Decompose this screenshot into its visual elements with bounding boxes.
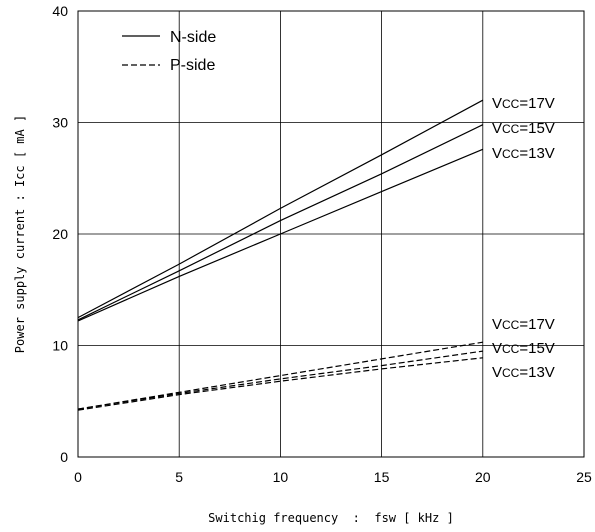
y-tick-label-2: 20 <box>52 226 68 242</box>
x-axis-title: Switchig frequency : fsw [ kHz ] <box>208 511 454 525</box>
grid-lines <box>77 10 585 458</box>
x-tick-label-2: 10 <box>273 469 289 485</box>
legend: N-side P-side <box>122 29 216 74</box>
y-tick-label-1: 10 <box>52 338 68 354</box>
end-label-p-side-0: VCC=17V <box>492 316 555 333</box>
series-line-p-side-vcc-17v <box>77 341 483 410</box>
plot-frame <box>77 10 585 458</box>
legend-label-p-side: P-side <box>170 57 215 74</box>
end-label-p-side-1: VCC=15V <box>492 340 555 357</box>
y-tick-label-0: 0 <box>60 449 68 465</box>
series-line-n-side-vcc-15v <box>77 124 484 321</box>
end-label-n-side-1: VCC=15V <box>492 120 555 137</box>
tick-labels: 0 5 10 15 20 25 0 10 20 30 40 <box>52 3 592 485</box>
x-tick-label-1: 5 <box>175 469 183 485</box>
end-label-n-side-2: VCC=13V <box>492 145 555 162</box>
y-axis-title: Power supply current : Icc [ mA ] <box>13 115 27 353</box>
legend-label-n-side: N-side <box>170 29 216 46</box>
y-tick-label-3: 30 <box>52 115 68 131</box>
series-line-n-side-vcc-13v <box>77 148 484 322</box>
x-tick-label-3: 15 <box>374 469 390 485</box>
end-label-n-side-0: VCC=17V <box>492 95 555 112</box>
end-label-p-side-2: VCC=13V <box>492 364 555 381</box>
y-tick-label-4: 40 <box>52 3 68 19</box>
end-labels: VCC=17V VCC=15V VCC=13V VCC=17V VCC=15V VCC=1… <box>492 95 555 381</box>
series-line-p-side-vcc-13v <box>77 357 483 411</box>
series-line-n-side-vcc-17v <box>77 99 484 319</box>
series-lines <box>77 99 484 411</box>
x-tick-label-0: 0 <box>74 469 82 485</box>
x-tick-label-5: 25 <box>576 469 592 485</box>
x-tick-label-4: 20 <box>475 469 491 485</box>
series-line-p-side-vcc-15v <box>77 350 483 410</box>
